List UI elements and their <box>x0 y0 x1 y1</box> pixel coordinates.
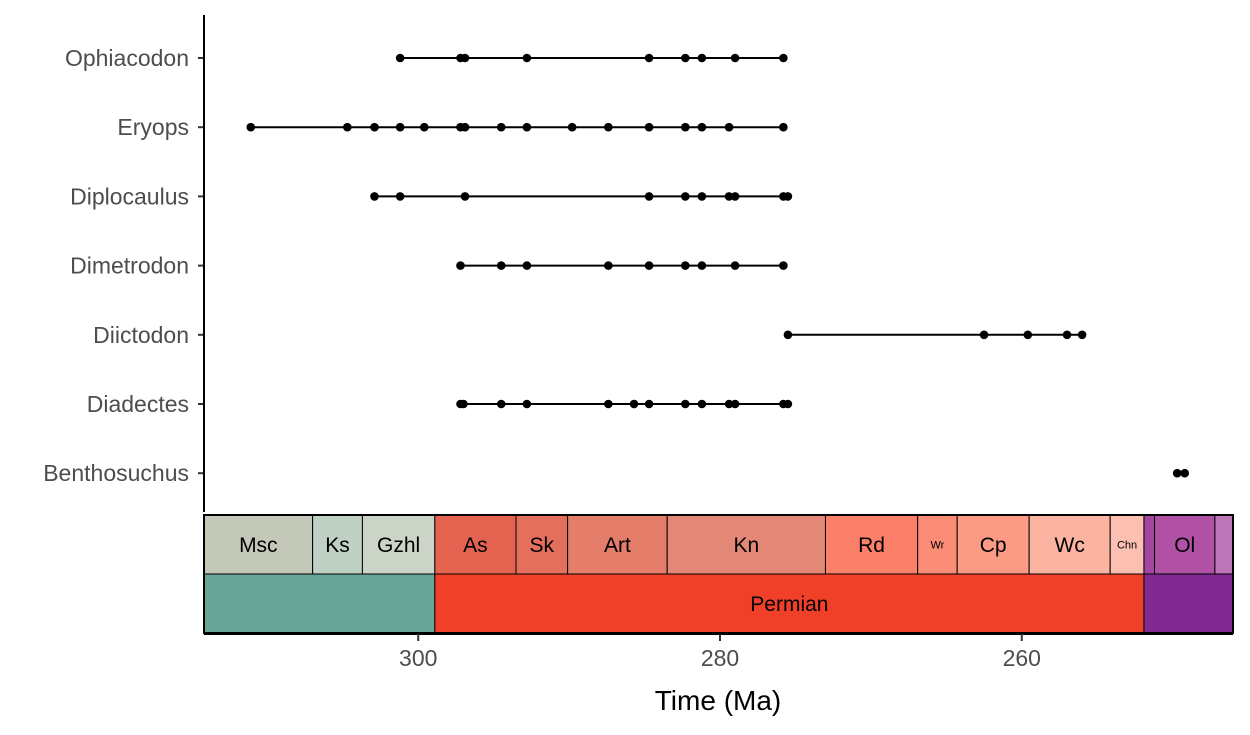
x-tick-label: 260 <box>1003 645 1041 671</box>
occurrence-point <box>604 261 613 270</box>
period-box <box>434 573 1145 634</box>
occurrence-point <box>460 53 470 63</box>
occurrence-point <box>724 122 734 132</box>
occurrence-point <box>522 399 532 409</box>
occurrence-point <box>697 261 707 270</box>
occurrence-point <box>697 122 707 132</box>
occurrence-point <box>522 53 532 63</box>
stage-box <box>666 514 826 575</box>
x-tick-label: 300 <box>399 645 437 671</box>
occurrence-point <box>730 399 740 409</box>
occurrence-point <box>1062 330 1072 340</box>
y-tick-label: Diictodon <box>93 322 189 348</box>
occurrence-point <box>783 330 793 340</box>
occurrence-point <box>496 122 506 132</box>
stage-box-label: Wc <box>1055 534 1085 557</box>
period-box <box>203 573 436 634</box>
y-tick-label: Ophiacodon <box>65 45 189 71</box>
occurrence-point <box>697 53 707 63</box>
occurrence-point <box>370 122 379 132</box>
occurrence-point <box>459 399 468 409</box>
stage-box <box>1154 514 1216 575</box>
occurrence-point <box>395 122 405 132</box>
x-tick-label: 280 <box>701 645 739 671</box>
occurrence-point <box>343 122 352 132</box>
occurrence-point <box>629 399 639 409</box>
x-axis-label: Time (Ma) <box>655 685 782 716</box>
occurrence-point <box>681 399 690 409</box>
occurrence-point <box>522 261 532 270</box>
period-box-label: Permian <box>750 593 828 616</box>
stage-box-label: Chn <box>1117 539 1137 551</box>
occurrence-point <box>730 261 740 270</box>
occurrence-point <box>697 399 707 409</box>
occurrence-point <box>724 192 734 201</box>
occurrence-point <box>496 399 506 409</box>
stage-box-label: Sk <box>530 534 555 557</box>
stage-box-label: Kn <box>733 534 759 557</box>
y-tick-label: Diadectes <box>87 391 189 417</box>
occurrence-point <box>395 53 405 63</box>
stage-box-label: Ks <box>325 534 350 557</box>
occurrence-point <box>1023 330 1033 340</box>
occurrence-point <box>522 122 532 132</box>
occurrence-point <box>604 122 613 132</box>
y-tick-label: Benthosuchus <box>43 460 189 486</box>
y-tick-label: Dimetrodon <box>70 253 189 279</box>
occurrence-point <box>419 122 429 132</box>
occurrence-point <box>370 192 379 201</box>
stage-box <box>1214 514 1234 575</box>
y-tick-label: Diplocaulus <box>70 183 189 209</box>
occurrence-point <box>644 53 654 63</box>
occurrence-point <box>1077 330 1087 340</box>
occurrence-point <box>644 261 654 270</box>
occurrence-point <box>697 192 707 201</box>
occurrence-point <box>779 122 788 132</box>
occurrence-point <box>644 192 654 201</box>
occurrence-point <box>979 330 989 340</box>
occurrence-point <box>730 192 740 201</box>
occurrence-point <box>395 192 405 201</box>
period-box <box>1143 573 1234 634</box>
occurrence-point <box>779 261 788 270</box>
occurrence-point <box>460 122 470 132</box>
stage-box-label: Wr <box>930 539 944 551</box>
occurrence-point <box>779 53 788 63</box>
y-tick-label: Eryops <box>117 114 189 140</box>
stage-box-label: Ol <box>1174 534 1195 557</box>
stage-box <box>434 514 517 575</box>
stage-box <box>1143 514 1156 575</box>
stage-box-label: Rd <box>858 534 885 557</box>
occurrence-point <box>724 399 734 409</box>
occurrence-point <box>644 122 654 132</box>
occurrence-point <box>1172 468 1182 478</box>
occurrence-point <box>730 53 740 63</box>
occurrence-point <box>246 122 256 132</box>
occurrence-point <box>460 192 470 201</box>
occurrence-point <box>681 122 690 132</box>
occurrence-point <box>783 192 793 201</box>
occurrence-point <box>456 261 465 270</box>
occurrence-point <box>644 399 654 409</box>
occurrence-point <box>604 399 613 409</box>
occurrence-point <box>783 399 793 409</box>
occurrence-point <box>1180 468 1190 478</box>
stage-box-label: Cp <box>980 534 1007 557</box>
stage-box-label: Art <box>604 534 631 557</box>
stage-box-label: As <box>463 534 488 557</box>
occurrence-point <box>496 261 506 270</box>
occurrence-point <box>681 53 690 63</box>
stage-box-label: Gzhl <box>377 534 420 557</box>
occurrence-point <box>681 261 690 270</box>
stage-box-label: Msc <box>239 534 278 557</box>
stage-box <box>567 514 668 575</box>
occurrence-point <box>681 192 690 201</box>
occurrence-point <box>567 122 577 132</box>
